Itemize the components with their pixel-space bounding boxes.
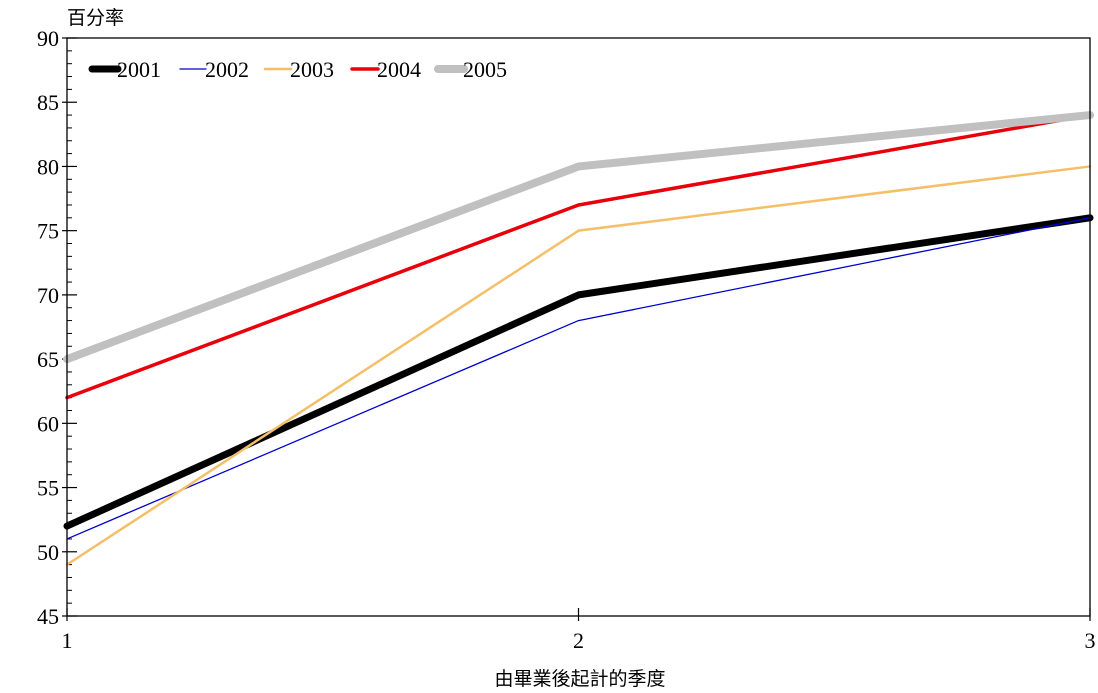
legend-label-2001: 2001 <box>117 57 161 82</box>
legend-label-2005: 2005 <box>463 57 507 82</box>
y-tick-label: 50 <box>37 540 59 565</box>
series-line-2003 <box>65 165 1092 566</box>
x-tick-label: 1 <box>62 628 73 653</box>
x-axis-title: 由畢業後起計的季度 <box>494 668 665 690</box>
y-tick-label: 70 <box>37 283 59 308</box>
x-tick-label: 3 <box>1085 628 1096 653</box>
series-line-2005 <box>63 111 1094 364</box>
y-tick-label: 60 <box>37 411 59 436</box>
x-axis-ticks: 1 2 3 <box>62 608 1096 653</box>
y-tick-label: 55 <box>37 476 59 501</box>
y-tick-label: 65 <box>37 347 59 372</box>
y-axis-title: 百分率 <box>67 7 124 29</box>
x-tick-label: 2 <box>573 628 584 653</box>
series-line-2001 <box>63 214 1094 530</box>
legend: 2001 2002 2003 2004 2005 <box>88 57 507 82</box>
legend-label-2004: 2004 <box>377 57 421 82</box>
series-line-2002 <box>66 217 1091 540</box>
y-tick-label: 85 <box>37 90 59 115</box>
legend-label-2002: 2002 <box>205 57 249 82</box>
y-tick-label: 75 <box>37 219 59 244</box>
plot-frame <box>66 37 1091 617</box>
series-line-2004 <box>65 113 1092 400</box>
y-axis-minor-ticks <box>67 50 72 604</box>
y-tick-label: 45 <box>37 604 59 629</box>
legend-label-2003: 2003 <box>290 57 334 82</box>
y-tick-label: 80 <box>37 154 59 179</box>
y-axis-ticks: 45 50 55 60 65 70 75 80 85 90 <box>37 26 77 629</box>
y-tick-label: 90 <box>37 26 59 51</box>
series-lines <box>63 111 1094 566</box>
